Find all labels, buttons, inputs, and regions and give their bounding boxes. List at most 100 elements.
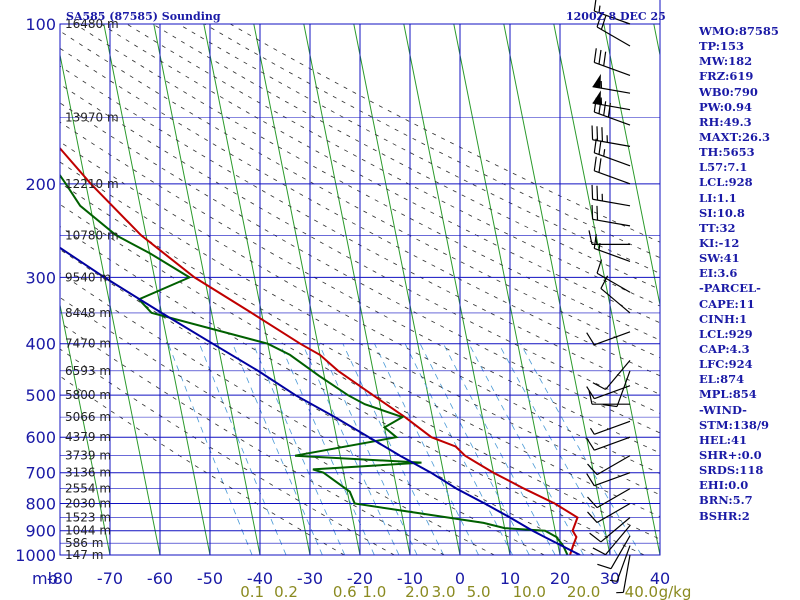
wind-barb (616, 554, 631, 594)
wind-barb (592, 90, 631, 111)
wind-barb (591, 204, 631, 227)
wind-barb-full-flag (593, 156, 597, 171)
wind-barb-staff (594, 420, 631, 435)
index-value: -WIND- (699, 402, 747, 417)
wind-barb (593, 234, 631, 263)
mixing-ratio-tick-label: 0.6 (333, 583, 357, 600)
mixing-ratio-tick-label: 0.1 (240, 583, 264, 600)
wind-barb-staff (622, 554, 631, 593)
isotherm-line (0, 24, 10, 555)
isotherm-line (403, 24, 511, 555)
wind-barb-staff (596, 503, 631, 524)
mixing-ratio-line (498, 343, 618, 555)
temperature-tick-label: -80 (47, 569, 73, 588)
isotherm-line (553, 24, 660, 555)
wind-barb-staff (610, 535, 631, 569)
wind-barb-full-flag (593, 234, 597, 249)
temperature-tick-label: 10 (500, 569, 520, 588)
index-value: KI:-12 (699, 235, 740, 250)
wind-barb-half-flag (609, 579, 618, 582)
index-value: BSHR:2 (699, 508, 750, 523)
isotherm-line (453, 24, 561, 555)
wind-barb-full-flag (586, 437, 595, 451)
wind-barb-full-flag (586, 332, 595, 346)
wind-barb-full-flag (596, 259, 603, 274)
pressure-tick-label: 800 (25, 495, 56, 514)
wind-barb-full-flag (598, 140, 602, 155)
pressure-tick-label: 700 (25, 464, 56, 483)
dewpoint-profile-line (60, 173, 569, 555)
index-value: STM:138/9 (699, 417, 770, 432)
index-value: TH:5653 (699, 145, 755, 160)
mixing-ratio-unit-label: g/kg (659, 583, 692, 600)
height-label: 1523 m (65, 511, 111, 525)
wind-barb (587, 455, 631, 476)
wind-barb-full-flag (596, 126, 599, 141)
mixing-ratio-tick-label: 5.0 (467, 583, 491, 600)
height-label: 8448 m (65, 306, 111, 320)
wind-barb-pennant (592, 90, 601, 105)
wind-barb (597, 535, 631, 570)
wind-barb-full-flag (592, 382, 606, 391)
height-label: 7470 m (65, 337, 111, 351)
wind-barb-full-flag (602, 404, 618, 408)
height-label: 4379 m (65, 430, 111, 444)
index-value: MPL:854 (699, 387, 757, 402)
wind-barb-full-flag (586, 386, 595, 400)
wind-barb-half-flag (598, 5, 601, 13)
index-value: SW:41 (699, 251, 740, 266)
index-value: HEL:41 (699, 432, 747, 447)
wind-barb-staff (596, 488, 631, 509)
wind-barb-staff (594, 170, 631, 185)
height-label: 3739 m (65, 449, 111, 463)
wind-barb-half-flag (589, 427, 595, 435)
wind-barb-full-flag (603, 51, 607, 66)
mixing-ratio-line (342, 343, 444, 555)
wind-barb (588, 390, 630, 405)
wind-barb-full-flag (600, 275, 609, 289)
height-label: 3136 m (65, 466, 111, 480)
isotherm-line (253, 24, 361, 555)
wind-barb (587, 503, 631, 524)
wind-barb-staff (594, 436, 631, 451)
wind-barb-staff (605, 525, 631, 556)
wind-barb-full-flag (598, 158, 602, 173)
pressure-tick-label: 500 (25, 386, 56, 405)
dry-adiabat-line (74, 24, 660, 341)
temperature-tick-label: 20 (550, 569, 570, 588)
wind-barb (592, 359, 631, 391)
temperature-tick-label: -30 (297, 569, 323, 588)
height-label: 147 m (65, 548, 103, 562)
pressure-tick-label: 900 (25, 522, 56, 541)
pressure-tick-label: 100 (25, 15, 56, 34)
height-label: 9540 m (65, 270, 111, 284)
wind-barb-staff (594, 111, 631, 126)
wind-barb (591, 184, 631, 207)
wind-barb-staff (594, 385, 631, 400)
mixing-ratio-tick-label: 1.0 (362, 583, 386, 600)
wind-barb-full-flag (588, 230, 593, 245)
height-label: 12210 m (65, 177, 119, 191)
mixing-ratio-line (419, 343, 530, 555)
index-value: WB0:790 (699, 84, 758, 99)
pressure-tick-label: 400 (25, 335, 56, 354)
temperature-tick-label: -50 (197, 569, 223, 588)
mixing-ratio-tick-label: 3.0 (432, 583, 456, 600)
wind-barb-full-flag (587, 463, 598, 476)
wind-barb-staff (600, 288, 631, 314)
index-value: CAP:4.3 (699, 341, 750, 356)
wind-barb (609, 545, 631, 582)
index-value: EI:3.6 (699, 266, 738, 281)
wind-barb (586, 472, 631, 487)
index-value: LFC:924 (699, 357, 753, 372)
wind-barb-full-flag (601, 127, 604, 142)
wind-barb (600, 275, 631, 314)
chart-title: SA585 (87585) Sounding (66, 10, 221, 23)
isotherm-line (103, 24, 211, 555)
wind-barb-staff (596, 26, 631, 47)
temperature-tick-label: 0 (455, 569, 465, 588)
index-value: EL:874 (699, 372, 745, 387)
wind-barb (586, 436, 631, 451)
isotherm-line (503, 24, 611, 555)
temperature-tick-label: 40 (650, 569, 670, 588)
